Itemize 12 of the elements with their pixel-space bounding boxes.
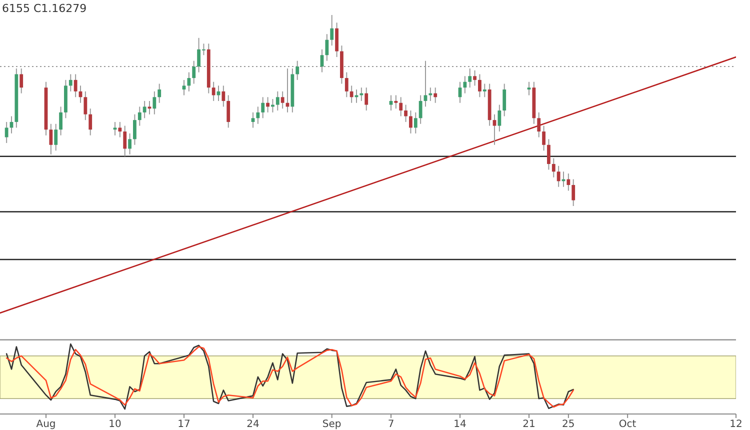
x-tick-label: 14 — [454, 419, 466, 430]
x-tick-label: 7 — [388, 419, 394, 430]
x-tick-label: Sep — [322, 419, 342, 430]
x-tick-label: 21 — [522, 419, 536, 430]
x-tick-label: 25 — [562, 419, 575, 430]
x-tick-label: 10 — [108, 419, 122, 430]
annotation: 6155 C1.16279 — [2, 2, 87, 15]
x-tick-label: Oct — [618, 419, 636, 430]
x-tick-label: 17 — [178, 419, 190, 430]
x-tick-label: Aug — [36, 419, 56, 430]
x-tick-label: 24 — [246, 419, 260, 430]
x-tick-label: 12 — [730, 419, 742, 430]
